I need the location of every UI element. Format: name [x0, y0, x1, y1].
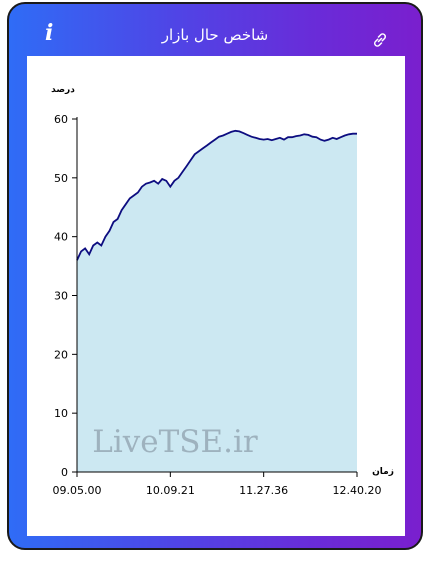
market-chart: درصد زمان LiveTSE.ir 0 10 20 30 40 50 60 09.05…: [51, 85, 394, 497]
x-tick-label: 11.27.36: [239, 484, 288, 497]
header-bar: i شاخص حال بازار: [9, 4, 421, 56]
app-frame: i شاخص حال بازار درصد زمان LiveTSE.ir 0 1…: [7, 2, 423, 550]
y-tick-label: 0: [61, 466, 68, 479]
chart-panel: درصد زمان LiveTSE.ir 0 10 20 30 40 50 60 09.05…: [27, 56, 405, 536]
chart-series-line: [76, 129, 357, 261]
y-tick-label: 40: [54, 231, 68, 244]
y-tick-label: 10: [54, 407, 68, 420]
link-icon[interactable]: [371, 31, 389, 49]
y-axis-label: درصد: [51, 85, 75, 95]
y-tick-label: 30: [54, 290, 68, 303]
x-tick-label: 09.05.00: [53, 484, 102, 497]
x-tick-label: 10.09.21: [146, 484, 195, 497]
page-title: شاخص حال بازار: [161, 26, 269, 44]
info-icon[interactable]: i: [45, 20, 54, 46]
y-tick-label: 50: [54, 172, 68, 185]
chart-area-fill: [77, 130, 357, 473]
x-tick-label: 12.40.20: [333, 484, 382, 497]
y-tick-label: 20: [54, 348, 68, 361]
x-axis-label: زمان: [372, 467, 394, 477]
y-tick-label: 60: [54, 113, 68, 126]
watermark: LiveTSE.ir: [92, 424, 258, 460]
